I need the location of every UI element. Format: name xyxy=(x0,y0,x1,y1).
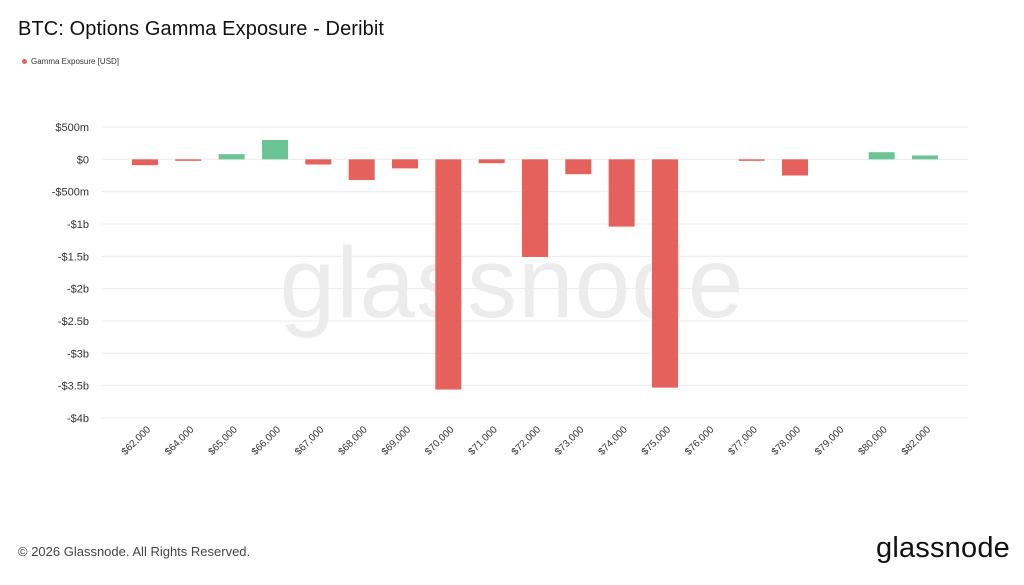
x-tick-label: $71,000 xyxy=(466,424,500,458)
brand-logo: glassnode xyxy=(875,532,1010,564)
y-tick-label: -$1b xyxy=(67,219,89,231)
bar[interactable] xyxy=(262,139,288,160)
x-tick-label: $69,000 xyxy=(380,424,414,458)
bar[interactable] xyxy=(565,159,592,175)
x-tick-label: $74,000 xyxy=(596,424,630,458)
legend-marker xyxy=(22,59,27,64)
x-tick-label: $73,000 xyxy=(553,424,587,458)
x-tick-label: $72,000 xyxy=(510,424,544,458)
y-tick-label: -$3b xyxy=(67,348,89,360)
bar[interactable] xyxy=(522,159,548,257)
copyright-footer: © 2026 Glassnode. All Rights Reserved. xyxy=(18,544,251,559)
bar[interactable] xyxy=(392,159,418,169)
y-tick-label: -$1.5b xyxy=(58,251,89,263)
x-tick-label: $80,000 xyxy=(856,424,890,458)
legend-label: Gamma Exposure [USD] xyxy=(31,57,120,66)
bar[interactable] xyxy=(608,159,635,227)
x-tick-label: $62,000 xyxy=(120,424,154,458)
x-tick-label: $67,000 xyxy=(293,424,327,458)
x-tick-label: $78,000 xyxy=(770,424,804,458)
y-tick-label: $500m xyxy=(55,122,89,134)
y-tick-label: -$4b xyxy=(67,413,89,425)
y-tick-label: $0 xyxy=(77,154,89,166)
y-tick-label: -$500m xyxy=(52,187,89,199)
bar[interactable] xyxy=(738,159,765,161)
x-tick-label: $64,000 xyxy=(163,424,197,458)
bar[interactable] xyxy=(652,159,678,388)
x-tick-label: $76,000 xyxy=(683,424,717,458)
x-tick-label: $68,000 xyxy=(336,424,370,458)
bar[interactable] xyxy=(435,159,462,390)
bar[interactable] xyxy=(132,159,158,166)
legend[interactable]: Gamma Exposure [USD] xyxy=(22,57,119,66)
y-tick-label: -$3.5b xyxy=(58,381,89,393)
x-tick-label: $66,000 xyxy=(250,424,284,458)
x-tick-label: $65,000 xyxy=(206,424,240,458)
x-tick-label: $77,000 xyxy=(726,424,760,458)
x-tick-label: $70,000 xyxy=(423,424,457,458)
x-tick-label: $79,000 xyxy=(813,424,847,458)
chart-title: BTC: Options Gamma Exposure - Deribit xyxy=(18,18,385,40)
bar[interactable] xyxy=(478,159,505,164)
bar[interactable] xyxy=(348,159,375,181)
y-tick-label: -$2b xyxy=(67,284,89,296)
bar[interactable] xyxy=(868,152,895,160)
bar[interactable] xyxy=(175,159,202,161)
bar[interactable] xyxy=(782,159,808,176)
bar[interactable] xyxy=(218,154,245,160)
y-tick-label: -$2.5b xyxy=(58,316,89,328)
bar[interactable] xyxy=(305,159,332,165)
bar[interactable] xyxy=(912,155,938,160)
x-tick-label: $82,000 xyxy=(900,424,934,458)
x-tick-label: $75,000 xyxy=(640,424,674,458)
